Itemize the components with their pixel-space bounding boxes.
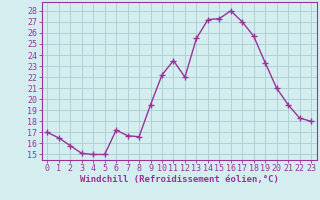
X-axis label: Windchill (Refroidissement éolien,°C): Windchill (Refroidissement éolien,°C) [80, 175, 279, 184]
